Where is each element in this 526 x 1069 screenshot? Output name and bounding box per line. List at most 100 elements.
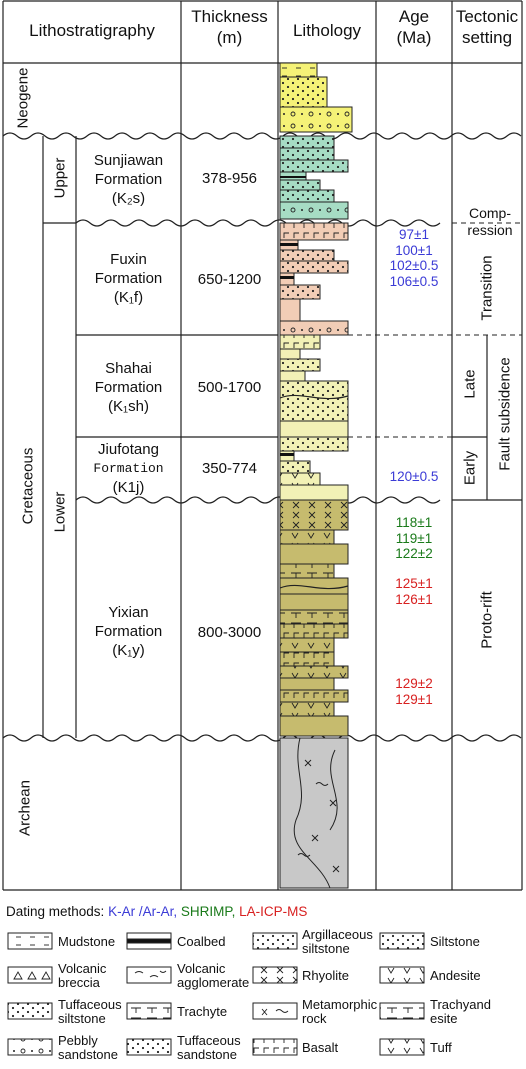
header-age-line2: (Ma) xyxy=(396,28,432,47)
legend-title: Dating methods: xyxy=(6,904,105,919)
legend-rhyolite: Rhyolite xyxy=(302,968,349,983)
legend-laicp: LA-ICP-MS xyxy=(239,904,308,919)
header-tectonic-line1: Tectonic xyxy=(455,7,519,26)
legend-kar: K-Ar /Ar-Ar, xyxy=(108,904,178,919)
age-value: 118±1 xyxy=(395,515,433,530)
age-value: 102±0.5 xyxy=(389,258,439,273)
legend-label: Argillaceous xyxy=(302,927,373,942)
age-value: 100±1 xyxy=(395,242,433,258)
series-lower: Lower xyxy=(51,491,69,533)
legend-label: rock xyxy=(302,1011,327,1026)
legend-label: sandstone xyxy=(58,1047,118,1062)
legend-trachyandesite: Trachyand esite xyxy=(430,998,491,1026)
series-upper: Upper xyxy=(51,157,69,199)
ages-yixian-la1: 125±1 126±1 xyxy=(376,576,452,607)
stratigraphic-column-frame xyxy=(2,0,523,891)
legend-coalbed: Coalbed xyxy=(177,934,226,949)
metamorphic-rock-swatch xyxy=(252,1002,298,1020)
formation-name: Fuxin xyxy=(110,251,147,268)
legend-argillaceous-siltstone: Argillaceous siltstone xyxy=(302,928,373,956)
thickness-fuxin: 650-1200 xyxy=(197,271,262,288)
legend-volcanic-breccia: Volcanic breccia xyxy=(58,962,106,990)
tectonic-compression: Comp- ression xyxy=(456,205,524,239)
formation-name: Yixian xyxy=(108,604,149,621)
legend-swatches xyxy=(7,932,425,1056)
tectonic-label: ression xyxy=(467,222,513,238)
formation-label: Formation xyxy=(94,623,163,640)
legend-label: Pebbly xyxy=(58,1033,98,1048)
formation-code: (K₁sh) xyxy=(108,398,149,415)
age-value: 125±1 xyxy=(395,576,433,591)
ages-yixian-la2: 129±2 129±1 xyxy=(376,676,452,707)
formation-code: (K1j) xyxy=(112,479,145,496)
age-value: 129±1 xyxy=(395,691,433,707)
legend-label: Volcanic xyxy=(58,961,107,976)
tectonic-fault-subsidence: Fault subsidence xyxy=(496,357,514,471)
system-neogene: Neogene xyxy=(14,67,32,129)
legend-label: Volcanic xyxy=(177,961,226,976)
system-cretaceous: Cretaceous xyxy=(19,447,37,525)
legend-tuff: Tuff xyxy=(430,1040,452,1055)
legend-label: Trachyand xyxy=(430,997,491,1012)
thickness-jiufotang: 350-774 xyxy=(201,460,258,477)
ages-fuxin: 97±1 100±1 102±0.5 106±0.5 xyxy=(376,227,452,289)
age-value: 122±2 xyxy=(395,546,433,561)
header-tectonic: Tectonic setting xyxy=(452,6,522,48)
header-thickness-line1: Thickness xyxy=(191,7,268,26)
legend-shrimp: SHRIMP, xyxy=(180,904,236,919)
formation-jiufotang: Jiufotang Formation (K1j) xyxy=(76,440,181,497)
formation-yixian: Yixian Formation (K₁y) xyxy=(76,603,181,660)
legend-metamorphic-rock: Metamorphic rock xyxy=(302,998,377,1026)
thickness-shahai: 500-1700 xyxy=(197,379,262,396)
legend-label: breccia xyxy=(58,975,100,990)
age-value: 97±1 xyxy=(399,227,429,242)
legend-volcanic-agglomerate: Volcanic agglomerate xyxy=(177,962,249,990)
formation-name: Jiufotang xyxy=(98,441,159,458)
tectonic-label: Comp- xyxy=(468,205,511,221)
header-thickness-line2: (m) xyxy=(216,28,243,47)
formation-code: (K₁f) xyxy=(113,289,144,306)
thickness-yixian: 800-3000 xyxy=(197,624,262,641)
legend-basalt: Basalt xyxy=(302,1040,339,1055)
formation-label: Formation xyxy=(94,270,163,287)
formation-shahai: Shahai Formation (K₁sh) xyxy=(76,359,181,416)
tectonic-transition: Transition xyxy=(478,255,496,321)
formation-label: Formation xyxy=(93,461,164,476)
tectonic-early: Early xyxy=(461,450,479,486)
legend-dating-methods: Dating methods: K-Ar /Ar-Ar, SHRIMP, LA-… xyxy=(6,904,307,919)
formation-label: Formation xyxy=(94,171,163,188)
age-value: 129±2 xyxy=(395,676,433,691)
age-value: 119±1 xyxy=(395,530,433,546)
header-tectonic-line2: setting xyxy=(461,28,513,47)
formation-code: (K₂s) xyxy=(111,190,146,207)
header-thickness: Thickness (m) xyxy=(181,6,278,48)
archean-metamorphic-pattern xyxy=(293,737,340,889)
volcanic-agglomerate-swatch xyxy=(126,966,172,984)
legend-andesite: Andesite xyxy=(430,968,481,983)
age-value: 126±1 xyxy=(395,591,433,607)
lithology-column xyxy=(279,62,353,889)
formation-label: Formation xyxy=(94,379,163,396)
header-lithostratigraphy: Lithostratigraphy xyxy=(29,21,155,40)
formation-code: (K₁y) xyxy=(112,642,145,659)
legend-label: esite xyxy=(430,1011,458,1026)
legend-label: Tuffaceous xyxy=(58,997,122,1012)
legend-label: siltstone xyxy=(58,1011,106,1026)
age-value: 106±0.5 xyxy=(389,273,439,289)
formation-sunjiawan: Sunjiawan Formation (K₂s) xyxy=(76,151,181,208)
legend-tuffaceous-siltstone: Tuffaceous siltstone xyxy=(58,998,122,1026)
legend-label: sandstone xyxy=(177,1047,237,1062)
header-lithology: Lithology xyxy=(292,21,362,40)
legend-siltstone: Siltstone xyxy=(430,934,480,949)
legend-tuffaceous-sandstone: Tuffaceous sandstone xyxy=(177,1034,241,1062)
legend-label: siltstone xyxy=(302,941,350,956)
header-age-line1: Age xyxy=(398,7,430,26)
legend-pebbly-sandstone: Pebbly sandstone xyxy=(58,1034,118,1062)
formation-name: Sunjiawan xyxy=(93,152,164,169)
formation-fuxin: Fuxin Formation (K₁f) xyxy=(76,250,181,307)
header-age: Age (Ma) xyxy=(376,6,452,48)
thickness-sunjiawan: 378-956 xyxy=(201,170,258,187)
legend-label: Metamorphic xyxy=(302,997,378,1012)
legend-label: agglomerate xyxy=(177,975,250,990)
legend-label: Tuffaceous xyxy=(177,1033,241,1048)
